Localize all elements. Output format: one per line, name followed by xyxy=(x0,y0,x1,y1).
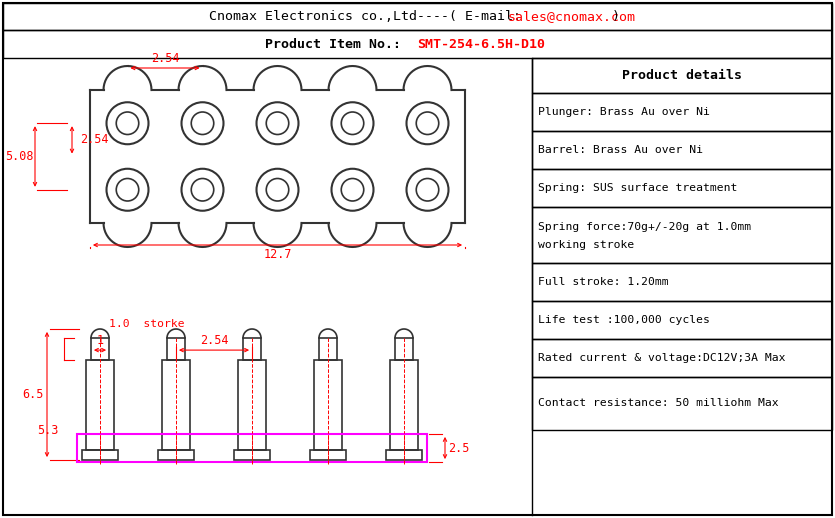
Bar xyxy=(167,338,185,360)
Bar xyxy=(77,434,427,462)
Bar xyxy=(314,360,342,450)
Bar xyxy=(3,30,832,58)
Bar xyxy=(386,450,422,460)
Text: 2.54: 2.54 xyxy=(200,334,228,347)
Bar xyxy=(532,301,832,339)
Bar xyxy=(3,3,832,30)
Bar xyxy=(532,339,832,377)
Bar xyxy=(162,360,190,450)
Text: Cnomax Electronics co.,Ltd: Cnomax Electronics co.,Ltd xyxy=(209,10,417,23)
Text: 1: 1 xyxy=(96,334,104,347)
Text: working stroke: working stroke xyxy=(538,240,635,250)
Text: Full stroke: 1.20mm: Full stroke: 1.20mm xyxy=(538,277,669,287)
Text: Life test :100,000 cycles: Life test :100,000 cycles xyxy=(538,315,710,325)
Bar xyxy=(532,93,832,131)
Bar xyxy=(319,338,337,360)
Text: 12.7: 12.7 xyxy=(263,249,291,262)
Text: 1.0  storke: 1.0 storke xyxy=(109,319,185,329)
Bar xyxy=(532,263,832,301)
Bar xyxy=(532,377,832,430)
Bar xyxy=(243,338,261,360)
Bar xyxy=(390,360,418,450)
Text: 5.08: 5.08 xyxy=(5,150,33,163)
Bar xyxy=(395,338,413,360)
Text: Product details: Product details xyxy=(622,69,742,82)
Bar xyxy=(86,360,114,450)
Bar xyxy=(532,169,832,207)
Text: 6.5: 6.5 xyxy=(23,388,43,401)
Text: 2.5: 2.5 xyxy=(448,441,469,454)
Bar xyxy=(532,131,832,169)
Bar xyxy=(238,360,266,450)
Text: sales@cnomax.com: sales@cnomax.com xyxy=(508,10,636,23)
Bar xyxy=(158,450,194,460)
Bar xyxy=(82,450,118,460)
Text: Plunger: Brass Au over Ni: Plunger: Brass Au over Ni xyxy=(538,107,710,117)
Text: SMT-254-6.5H-D10: SMT-254-6.5H-D10 xyxy=(417,37,545,50)
Bar xyxy=(532,58,832,93)
Text: Product Item No.:: Product Item No.: xyxy=(265,37,417,50)
Text: 2.54: 2.54 xyxy=(151,52,180,65)
Bar xyxy=(234,450,270,460)
Text: Rated current & voltage:DC12V;3A Max: Rated current & voltage:DC12V;3A Max xyxy=(538,353,786,363)
Text: Spring: SUS surface treatment: Spring: SUS surface treatment xyxy=(538,183,737,193)
Text: 2.54: 2.54 xyxy=(80,133,109,147)
Text: ): ) xyxy=(612,10,620,23)
Text: 5.3: 5.3 xyxy=(38,424,59,437)
Bar xyxy=(91,338,109,360)
Bar xyxy=(310,450,346,460)
Text: Contact resistance: 50 milliohm Max: Contact resistance: 50 milliohm Max xyxy=(538,398,778,409)
Text: ----( E-mail:: ----( E-mail: xyxy=(417,10,529,23)
Text: Spring force:70g+/-20g at 1.0mm: Spring force:70g+/-20g at 1.0mm xyxy=(538,222,752,232)
Text: Barrel: Brass Au over Ni: Barrel: Brass Au over Ni xyxy=(538,145,703,155)
Bar xyxy=(532,207,832,263)
